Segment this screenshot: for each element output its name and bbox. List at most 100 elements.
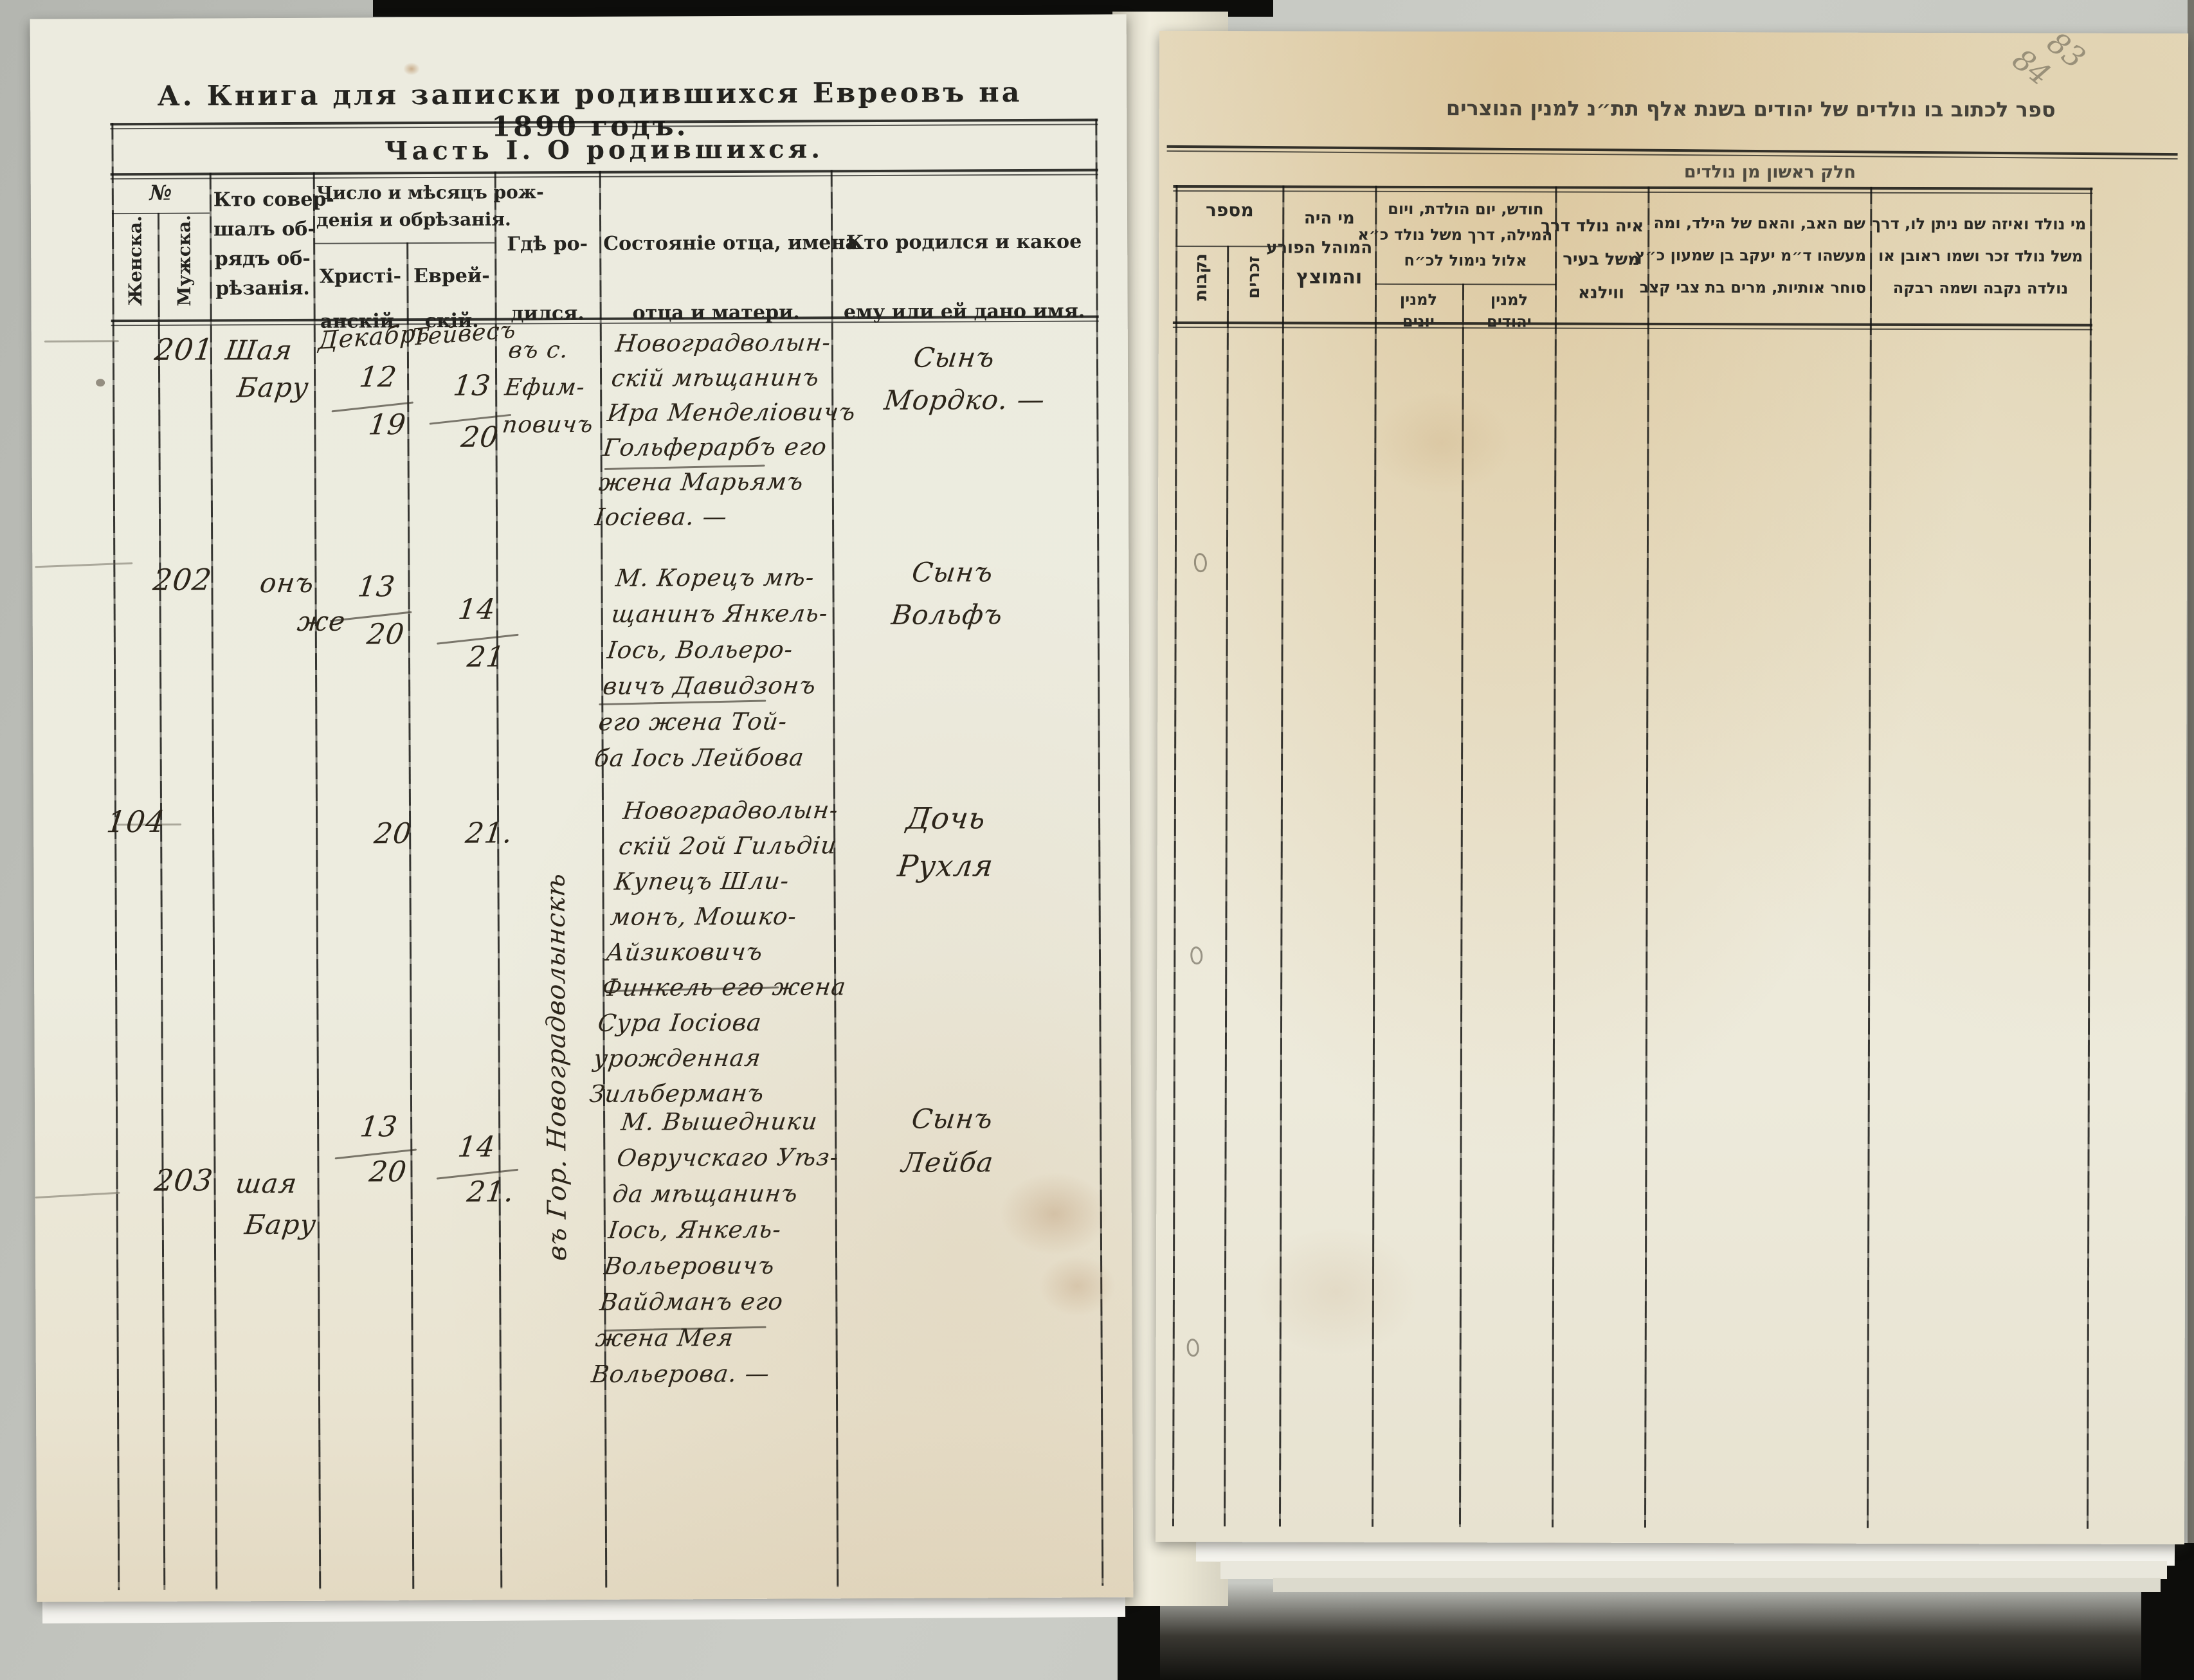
birthplace-line: повичъ (500, 411, 595, 438)
hw-line: Вольеровичъ (603, 1251, 777, 1280)
date-christian-circumcision: 20 (367, 1155, 409, 1189)
child-name: Рухля (896, 848, 995, 883)
speck (403, 62, 421, 76)
date-christian-circumcision: 19 (367, 408, 408, 442)
date-christian-circumcision: 20 (365, 618, 406, 651)
hw-line: Айзиковичъ (604, 937, 765, 966)
col-header-dates-group-hebrew: חודש, יום הולדת, ויום המילה, דרך משל נול… (1357, 196, 1553, 274)
hw-line: М. Вышедники (619, 1107, 820, 1136)
col-header-mohel-hebrew: מי היה המוהל הפורע והמוצץ (1266, 203, 1372, 292)
speck (96, 379, 105, 387)
col-header-father-hebrew: שם האב, והאם של הילד, ומה מעשהו ד״מ יעקב… (1629, 207, 1867, 304)
col-header-number-male-hebrew: זכרים (1244, 255, 1264, 299)
mohel-name: Бару (235, 371, 311, 404)
hw-line: Новоградволын- (621, 796, 840, 825)
mohel-name: онъ (258, 566, 316, 599)
hw-line: ба Іось Лейбова (592, 743, 806, 772)
father-description: М. Вышедники Овручскаго Уѣз- да мѣщанинъ… (589, 1103, 848, 1393)
hw-line: Вольерова. — (590, 1359, 772, 1388)
header-line: למנין (1490, 291, 1528, 309)
table-border-left (111, 123, 120, 1591)
header-line: Кто родился и какое (846, 230, 1082, 255)
header-line: ему или ей дано имя. (843, 300, 1085, 324)
sheet-edge-2 (1220, 1561, 2167, 1579)
row-mark (44, 340, 119, 343)
rule (314, 242, 495, 244)
hw-line: Сура Іосіова (596, 1008, 764, 1037)
header-line: למנין (1399, 290, 1438, 309)
hw-line: щанинъ Янкель- (610, 599, 830, 628)
bottom-shadow (1125, 1583, 2194, 1680)
birthplace-vertical-note: въ Гор. Новоградволынскѣ (510, 640, 597, 1490)
column-line (157, 212, 166, 1590)
section-header-hebrew: חלק ראשון מן נולדים (1683, 162, 1856, 183)
section-header: Часть I. О родившихся. (384, 134, 824, 167)
header-line: шалъ об- (213, 217, 316, 241)
right-page-hebrew: 83 84 ספר לכתוב בו נולדים של יהודים בשנת… (1155, 25, 2189, 1545)
stain (999, 1171, 1110, 1256)
header-line: рядъ об- (214, 247, 311, 271)
folio-numbers: 83 84 (2002, 25, 2123, 149)
hw-line: Вайдманъ его (598, 1287, 785, 1316)
date-jewish-birth: 21. (464, 817, 515, 850)
page-title-hebrew: ספר לכתוב בו נולדים של יהודים בשנת אלף ת… (1446, 96, 2056, 122)
header-line: והמוצץ (1296, 266, 1363, 289)
hw-line: жена Мея (594, 1323, 736, 1352)
row-mark (35, 1191, 120, 1199)
col-header-mohel: Кто совер- шалъ об- рядъ об- рѣзанія. (213, 185, 334, 304)
hw-line: скій 2ой Гильдіи (617, 831, 839, 860)
col-header-number-male: Мужска. (173, 214, 195, 307)
ink-mark (1190, 946, 1203, 965)
date-christian-birth: 13 (358, 1110, 400, 1144)
hw-line: скій мѣщанинъ (610, 363, 821, 392)
rule (1173, 185, 2093, 190)
hw-line: въ Гор. Новоградволынскѣ (541, 871, 573, 1262)
sheet-edge-3 (1273, 1578, 2161, 1592)
header-line: денія и обрѣзанія. (316, 208, 511, 231)
col-header-child-hebrew: מי נולד ואיזה שם ניתן לו, דרך משל נולד ז… (1872, 208, 2087, 305)
rule (1172, 321, 2092, 327)
hw-line: Ира Менделіовичъ (606, 398, 858, 427)
row-mark (35, 562, 133, 568)
column-line (1644, 186, 1650, 1528)
date-jewish-circumcision: 21. (465, 1175, 516, 1209)
header-line: אלול נימול לכ״ח (1404, 251, 1527, 270)
mohel-name: Бару (242, 1208, 318, 1241)
col-header-date-jewish-hebrew: למנין יהודים (1467, 289, 1551, 332)
hw-line: Новоградволын- (613, 329, 833, 357)
hw-line: Гольферарбъ его (601, 433, 829, 462)
child-name: Вольфъ (889, 599, 1005, 631)
col-header-number-female: Женска. (124, 215, 147, 306)
hw-line: Іось, Вольеро- (605, 635, 795, 664)
header-line: рѣзанія. (215, 276, 310, 300)
hw-line: Овручскаго Уѣз- (615, 1143, 840, 1172)
hw-line: Іосіева. — (593, 502, 729, 531)
rule (1173, 190, 2093, 194)
stain (1252, 1227, 1420, 1356)
mohel-name: же (295, 605, 348, 637)
col-header-number-female-hebrew: נקבות (1191, 253, 1211, 301)
table-border-left (1172, 185, 1178, 1526)
column-line (1866, 186, 1872, 1528)
ink-mark (1186, 1339, 1199, 1357)
header-line: משל נולד זכר ושמו ראובן או (1878, 246, 2083, 266)
entry-number-male: 203 (152, 1162, 215, 1198)
entry-number-male: 202 (151, 562, 214, 597)
father-description: Новоградволын- скій мѣщанинъ Ира Менделі… (593, 325, 858, 535)
stain (1370, 391, 1512, 495)
rule (1375, 283, 1557, 285)
stain (1038, 1255, 1116, 1317)
father-description: Новоградволын- скій 2ой Гильдіи Купецъ Ш… (588, 792, 851, 1112)
child-name: Мордко. — (882, 383, 1047, 416)
column-line (1223, 246, 1229, 1527)
child-sex: Сынъ (910, 556, 995, 588)
entry-number-female: 104 (104, 804, 168, 840)
hw-line: Іось, Янкель- (606, 1215, 783, 1244)
header-line: המילה, דרך משל נולד כ״א (1357, 225, 1553, 244)
photo-right-edge (2188, 0, 2194, 1680)
col-header-child: Кто родился и какое ему или ей дано имя. (835, 208, 1094, 348)
header-line: מי נולד ואיזה שם ניתן לו, דרך (1872, 214, 2087, 233)
child-sex: Сынъ (910, 1103, 995, 1135)
date-christian-birth: 13 (356, 570, 397, 604)
